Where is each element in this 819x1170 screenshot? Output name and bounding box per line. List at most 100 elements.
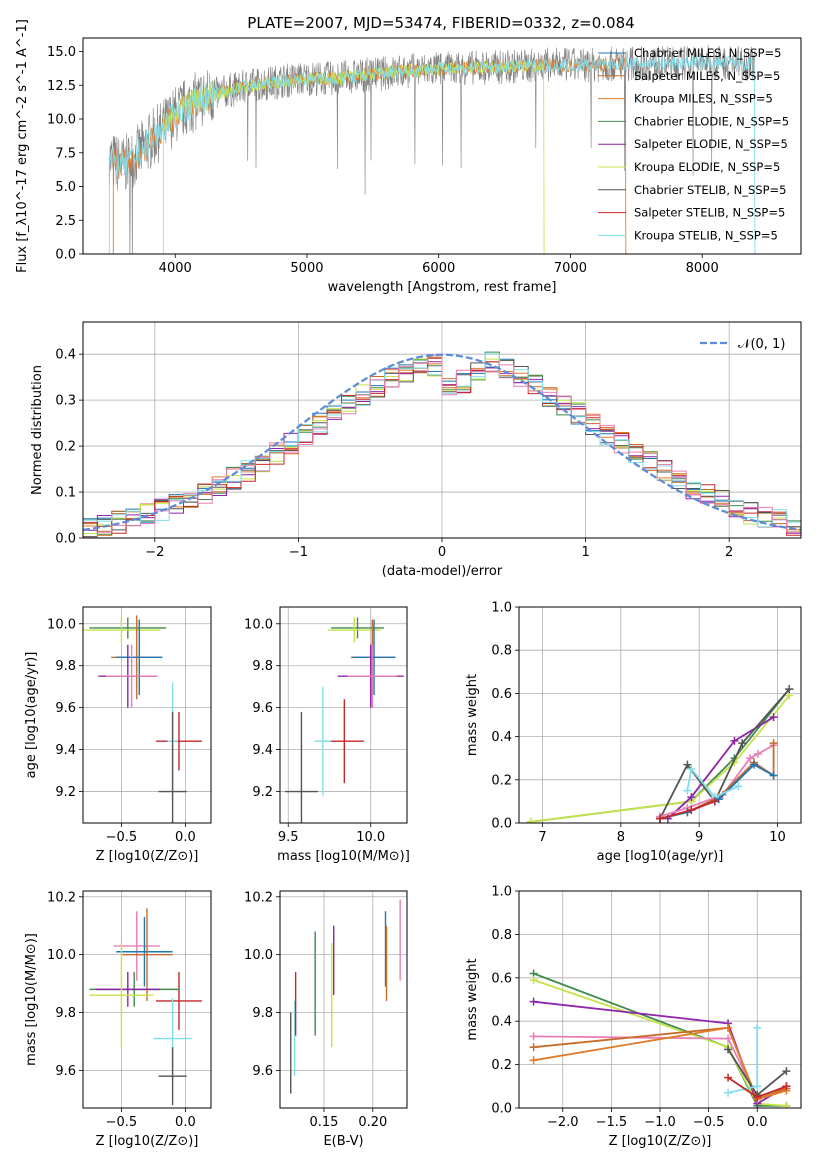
legend-entry: Salpeter ELODIE, N_SSP=5 (634, 137, 788, 151)
y-tick-label: 0.8 (491, 928, 512, 943)
y-tick-label: 0.6 (491, 971, 512, 986)
y-axis-label: mass weight (465, 958, 480, 1040)
weight-line (686, 766, 739, 799)
weight-marker (753, 1082, 762, 1091)
data-point (331, 617, 384, 639)
data-point (113, 911, 160, 981)
y-tick-label: 0.6 (491, 687, 512, 702)
data-point (158, 711, 187, 823)
data-point (284, 711, 318, 823)
weight-marker (529, 997, 538, 1006)
y-tick-label: 15.0 (47, 45, 76, 60)
weight-marker (529, 1032, 538, 1041)
x-tick-label: 7 (538, 830, 546, 845)
x-axis-label: (data-model)/error (382, 564, 503, 579)
y-tick-label: 1.0 (491, 885, 512, 900)
data-point (155, 972, 203, 1030)
legend-entry: Salpeter STELIB, N_SSP=5 (634, 206, 785, 220)
y-tick-label: 9.6 (252, 1064, 273, 1079)
y-tick-label: 0.0 (491, 1102, 512, 1117)
weight-marker (782, 1067, 791, 1076)
weight-line (533, 979, 787, 1107)
y-tick-label: 0.2 (55, 440, 76, 455)
x-tick-label: 9.5 (278, 830, 299, 845)
weight-line (667, 716, 775, 820)
age_vs_mass-plot-area (284, 617, 404, 823)
y-tick-label: 0.3 (55, 394, 76, 409)
y-tick-label: 0.4 (55, 348, 76, 363)
x-tick-label: 5000 (290, 261, 323, 276)
weight-marker (656, 814, 664, 823)
data-point (158, 1047, 187, 1106)
spectrum-model-line (108, 54, 756, 254)
weight-marker (782, 1082, 791, 1091)
weight-marker (710, 797, 719, 806)
weight-series (724, 1073, 791, 1102)
y-tick-label: 0.2 (491, 773, 512, 788)
legend-entry: Chabrier ELODIE, N_SSP=5 (634, 114, 789, 128)
y-axis-label: mass weight (465, 674, 480, 756)
data-point (95, 972, 160, 1007)
x-tick-label: 0.20 (358, 1115, 387, 1130)
x-tick-label: 0.0 (175, 1115, 196, 1130)
x-tick-label: −1.0 (644, 1115, 676, 1130)
figure-title: PLATE=2007, MJD=53474, FIBERID=0332, z=0… (247, 14, 634, 32)
weight-series (724, 1023, 762, 1097)
weight-marker (683, 786, 692, 795)
y-tick-label: 7.5 (55, 146, 76, 161)
data-point (347, 644, 398, 708)
axes-frame (279, 606, 408, 824)
data-point (83, 617, 160, 643)
legend-entry: Kroupa MILES, N_SSP=5 (634, 92, 773, 106)
mass_vs_EBV-plot-area (290, 899, 401, 1094)
y-tick-label: 0.4 (491, 1015, 512, 1030)
residuals-plot-area (83, 351, 801, 538)
weight-marker (769, 771, 778, 780)
weight_vs_Z-panel: −2.0 −1.5 −1.0 −0.5 0.0 0.0 0.2 0.4 0.6 0.8 1.0 Z [… (465, 885, 802, 1149)
y-tick-label: 9.8 (252, 1006, 273, 1021)
y-tick-label: 0.2 (491, 1058, 512, 1073)
y-axis-label: age [log10(age/yr)] (24, 652, 39, 779)
x-tick-label: −2 (145, 545, 164, 560)
data-point (89, 617, 167, 639)
weight-marker (746, 754, 755, 763)
weight-marker (724, 1088, 733, 1097)
y-tick-label: 10.0 (47, 948, 76, 963)
x-tick-label: 2 (725, 545, 733, 560)
weight-marker (753, 1093, 762, 1102)
weight-marker (724, 1034, 733, 1043)
y-tick-label: 9.2 (55, 785, 76, 800)
spectrum-data-line (109, 44, 756, 254)
data-point (116, 917, 173, 987)
y-tick-label: 9.6 (55, 1064, 76, 1079)
spectrum-legend: Chabrier MILES, N_SSP=5 Salpeter MILES, N… (598, 46, 789, 242)
x-axis-label: wavelength [Angstrom, rest frame] (328, 280, 557, 295)
y-axis-label: mass [log10(M/M⊙)] (24, 933, 39, 1066)
x-tick-label: 0.0 (747, 1115, 768, 1130)
y-tick-label: 10.0 (244, 617, 273, 632)
axes-frame (82, 890, 212, 1109)
x-tick-label: 9 (695, 830, 703, 845)
x-tick-label: −0.5 (693, 1115, 725, 1130)
weight-marker (769, 739, 778, 748)
residuals-panel: −2 −1 0 1 2 0.0 0.1 0.2 0.3 0.4 (data-model)/error… (30, 321, 802, 579)
data-point (155, 711, 203, 771)
weight-series (656, 741, 778, 821)
gaussian-curve (83, 353, 801, 531)
y-tick-label: 1.0 (491, 601, 512, 616)
x-axis-label: Z [log10(Z/Z⊙)] (96, 849, 199, 864)
x-axis-label: mass [log10(M/M⊙)] (277, 849, 410, 864)
weight-series (683, 765, 743, 802)
y-tick-label: 0.1 (55, 486, 76, 501)
x-axis-label: Z [log10(Z/Z⊙)] (609, 1134, 712, 1149)
data-point (106, 644, 158, 708)
weight-marker (734, 782, 743, 791)
weight-marker (738, 739, 747, 748)
y-tick-label: 9.8 (55, 1006, 76, 1021)
data-point (352, 619, 396, 696)
weight_vs_Z-plot-area (529, 969, 791, 1108)
y-tick-label: 9.4 (55, 743, 76, 758)
legend-entry: 𝒩(0, 1) (738, 337, 785, 352)
y-tick-label: 0.0 (491, 817, 512, 832)
